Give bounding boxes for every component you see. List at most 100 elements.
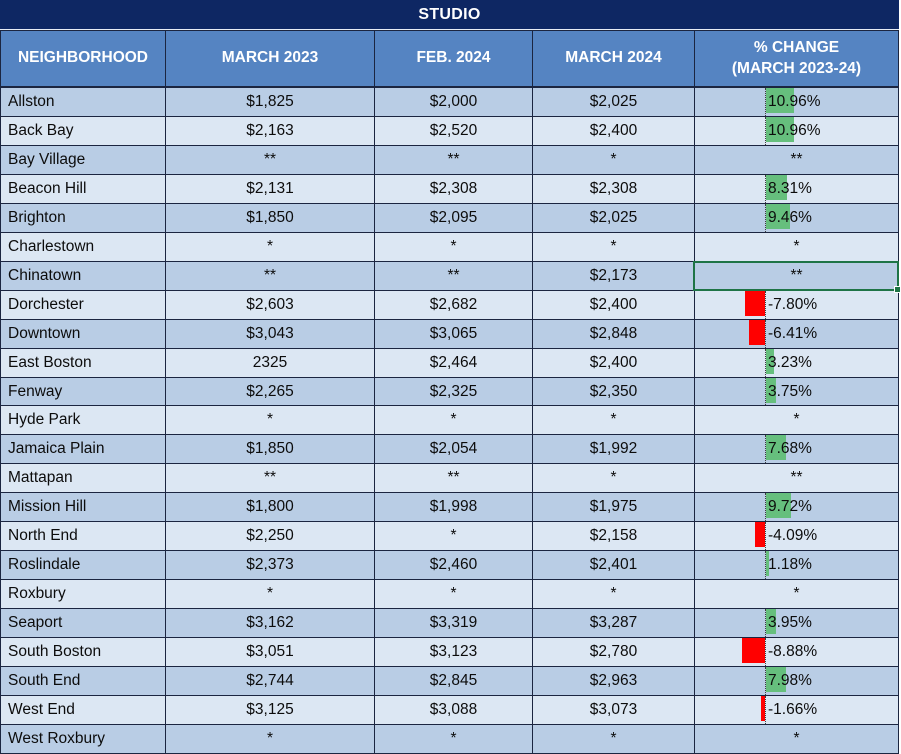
march-2024-cell[interactable]: * [533,145,695,175]
march-2024-cell[interactable]: * [533,580,695,610]
header-march-2024[interactable]: MARCH 2024 [533,31,695,86]
march-2023-cell[interactable]: $1,825 [166,88,375,117]
feb-2024-cell[interactable]: $2,054 [375,435,533,465]
march-2023-cell[interactable]: * [166,232,375,262]
feb-2024-cell[interactable]: * [375,406,533,436]
march-2023-cell[interactable]: $2,744 [166,667,375,697]
pct-change-cell[interactable]: 3.95% [695,609,899,639]
feb-2024-cell[interactable]: * [375,232,533,262]
march-2023-cell[interactable]: ** [166,261,375,291]
march-2023-cell[interactable]: * [166,724,375,754]
pct-change-cell[interactable]: 10.96% [695,116,899,146]
pct-change-cell[interactable]: -8.88% [695,638,899,668]
neighborhood-cell[interactable]: Downtown [0,319,166,349]
feb-2024-cell[interactable]: $2,460 [375,551,533,581]
neighborhood-cell[interactable]: Bay Village [0,145,166,175]
march-2024-cell[interactable]: $2,025 [533,203,695,233]
feb-2024-cell[interactable]: $2,000 [375,88,533,117]
pct-change-cell[interactable]: * [695,724,899,754]
pct-change-cell[interactable]: -4.09% [695,522,899,552]
march-2024-cell[interactable]: $2,400 [533,290,695,320]
march-2023-cell[interactable]: $3,043 [166,319,375,349]
march-2023-cell[interactable]: $2,373 [166,551,375,581]
pct-change-cell[interactable]: -6.41% [695,319,899,349]
neighborhood-cell[interactable]: Fenway [0,377,166,407]
header-pct-change[interactable]: % CHANGE (MARCH 2023-24) [695,31,899,86]
neighborhood-cell[interactable]: South End [0,667,166,697]
march-2024-cell[interactable]: $2,025 [533,88,695,117]
feb-2024-cell[interactable]: $3,319 [375,609,533,639]
neighborhood-cell[interactable]: Dorchester [0,290,166,320]
march-2024-cell[interactable]: * [533,232,695,262]
pct-change-cell[interactable]: ** [695,464,899,494]
neighborhood-cell[interactable]: Chinatown [0,261,166,291]
feb-2024-cell[interactable]: * [375,522,533,552]
pct-change-cell[interactable]: * [695,580,899,610]
neighborhood-cell[interactable]: West Roxbury [0,724,166,754]
table-title-cell[interactable]: STUDIO [0,0,899,30]
march-2024-cell[interactable]: $2,963 [533,667,695,697]
pct-change-cell[interactable]: ** [695,145,899,175]
neighborhood-cell[interactable]: Jamaica Plain [0,435,166,465]
march-2024-cell[interactable]: $2,158 [533,522,695,552]
pct-change-cell[interactable]: 3.75% [695,377,899,407]
march-2023-cell[interactable]: $2,265 [166,377,375,407]
neighborhood-cell[interactable]: Mattapan [0,464,166,494]
feb-2024-cell[interactable]: * [375,724,533,754]
header-neighborhood[interactable]: NEIGHBORHOOD [0,31,166,86]
march-2024-cell[interactable]: * [533,464,695,494]
feb-2024-cell[interactable]: ** [375,261,533,291]
neighborhood-cell[interactable]: West End [0,696,166,725]
march-2023-cell[interactable]: ** [166,145,375,175]
feb-2024-cell[interactable]: $1,998 [375,493,533,523]
neighborhood-cell[interactable]: Charlestown [0,232,166,262]
march-2024-cell[interactable]: $3,073 [533,696,695,725]
feb-2024-cell[interactable]: $2,308 [375,174,533,204]
pct-change-cell[interactable]: 7.98% [695,667,899,697]
march-2024-cell[interactable]: $1,975 [533,493,695,523]
neighborhood-cell[interactable]: Hyde Park [0,406,166,436]
march-2024-cell[interactable]: * [533,724,695,754]
march-2024-cell[interactable]: $3,287 [533,609,695,639]
march-2024-cell[interactable]: $2,401 [533,551,695,581]
march-2023-cell[interactable]: * [166,580,375,610]
feb-2024-cell[interactable]: $3,123 [375,638,533,668]
feb-2024-cell[interactable]: $3,088 [375,696,533,725]
feb-2024-cell[interactable]: $2,325 [375,377,533,407]
pct-change-cell[interactable]: * [695,406,899,436]
march-2024-cell[interactable]: $2,780 [533,638,695,668]
march-2024-cell[interactable]: $2,173 [533,261,695,291]
feb-2024-cell[interactable]: $2,845 [375,667,533,697]
feb-2024-cell[interactable]: ** [375,145,533,175]
march-2023-cell[interactable]: $3,051 [166,638,375,668]
march-2023-cell[interactable]: 2325 [166,348,375,378]
pct-change-cell[interactable]: -7.80% [695,290,899,320]
march-2024-cell[interactable]: $2,400 [533,348,695,378]
march-2023-cell[interactable]: $2,603 [166,290,375,320]
pct-change-cell[interactable]: -1.66% [695,696,899,725]
neighborhood-cell[interactable]: Allston [0,88,166,117]
feb-2024-cell[interactable]: ** [375,464,533,494]
feb-2024-cell[interactable]: $2,464 [375,348,533,378]
pct-change-cell[interactable]: 8.31% [695,174,899,204]
neighborhood-cell[interactable]: North End [0,522,166,552]
neighborhood-cell[interactable]: Roxbury [0,580,166,610]
neighborhood-cell[interactable]: South Boston [0,638,166,668]
march-2024-cell[interactable]: $2,400 [533,116,695,146]
feb-2024-cell[interactable]: $3,065 [375,319,533,349]
march-2023-cell[interactable]: $2,163 [166,116,375,146]
pct-change-cell[interactable]: 7.68% [695,435,899,465]
march-2023-cell[interactable]: $1,850 [166,203,375,233]
march-2024-cell[interactable]: $1,992 [533,435,695,465]
march-2024-cell[interactable]: * [533,406,695,436]
header-feb-2024[interactable]: FEB. 2024 [375,31,533,86]
march-2023-cell[interactable]: $2,250 [166,522,375,552]
pct-change-cell[interactable]: 3.23% [695,348,899,378]
march-2023-cell[interactable]: $1,800 [166,493,375,523]
march-2024-cell[interactable]: $2,848 [533,319,695,349]
neighborhood-cell[interactable]: Mission Hill [0,493,166,523]
march-2023-cell[interactable]: $3,162 [166,609,375,639]
neighborhood-cell[interactable]: Seaport [0,609,166,639]
neighborhood-cell[interactable]: East Boston [0,348,166,378]
pct-change-cell[interactable]: 9.46% [695,203,899,233]
